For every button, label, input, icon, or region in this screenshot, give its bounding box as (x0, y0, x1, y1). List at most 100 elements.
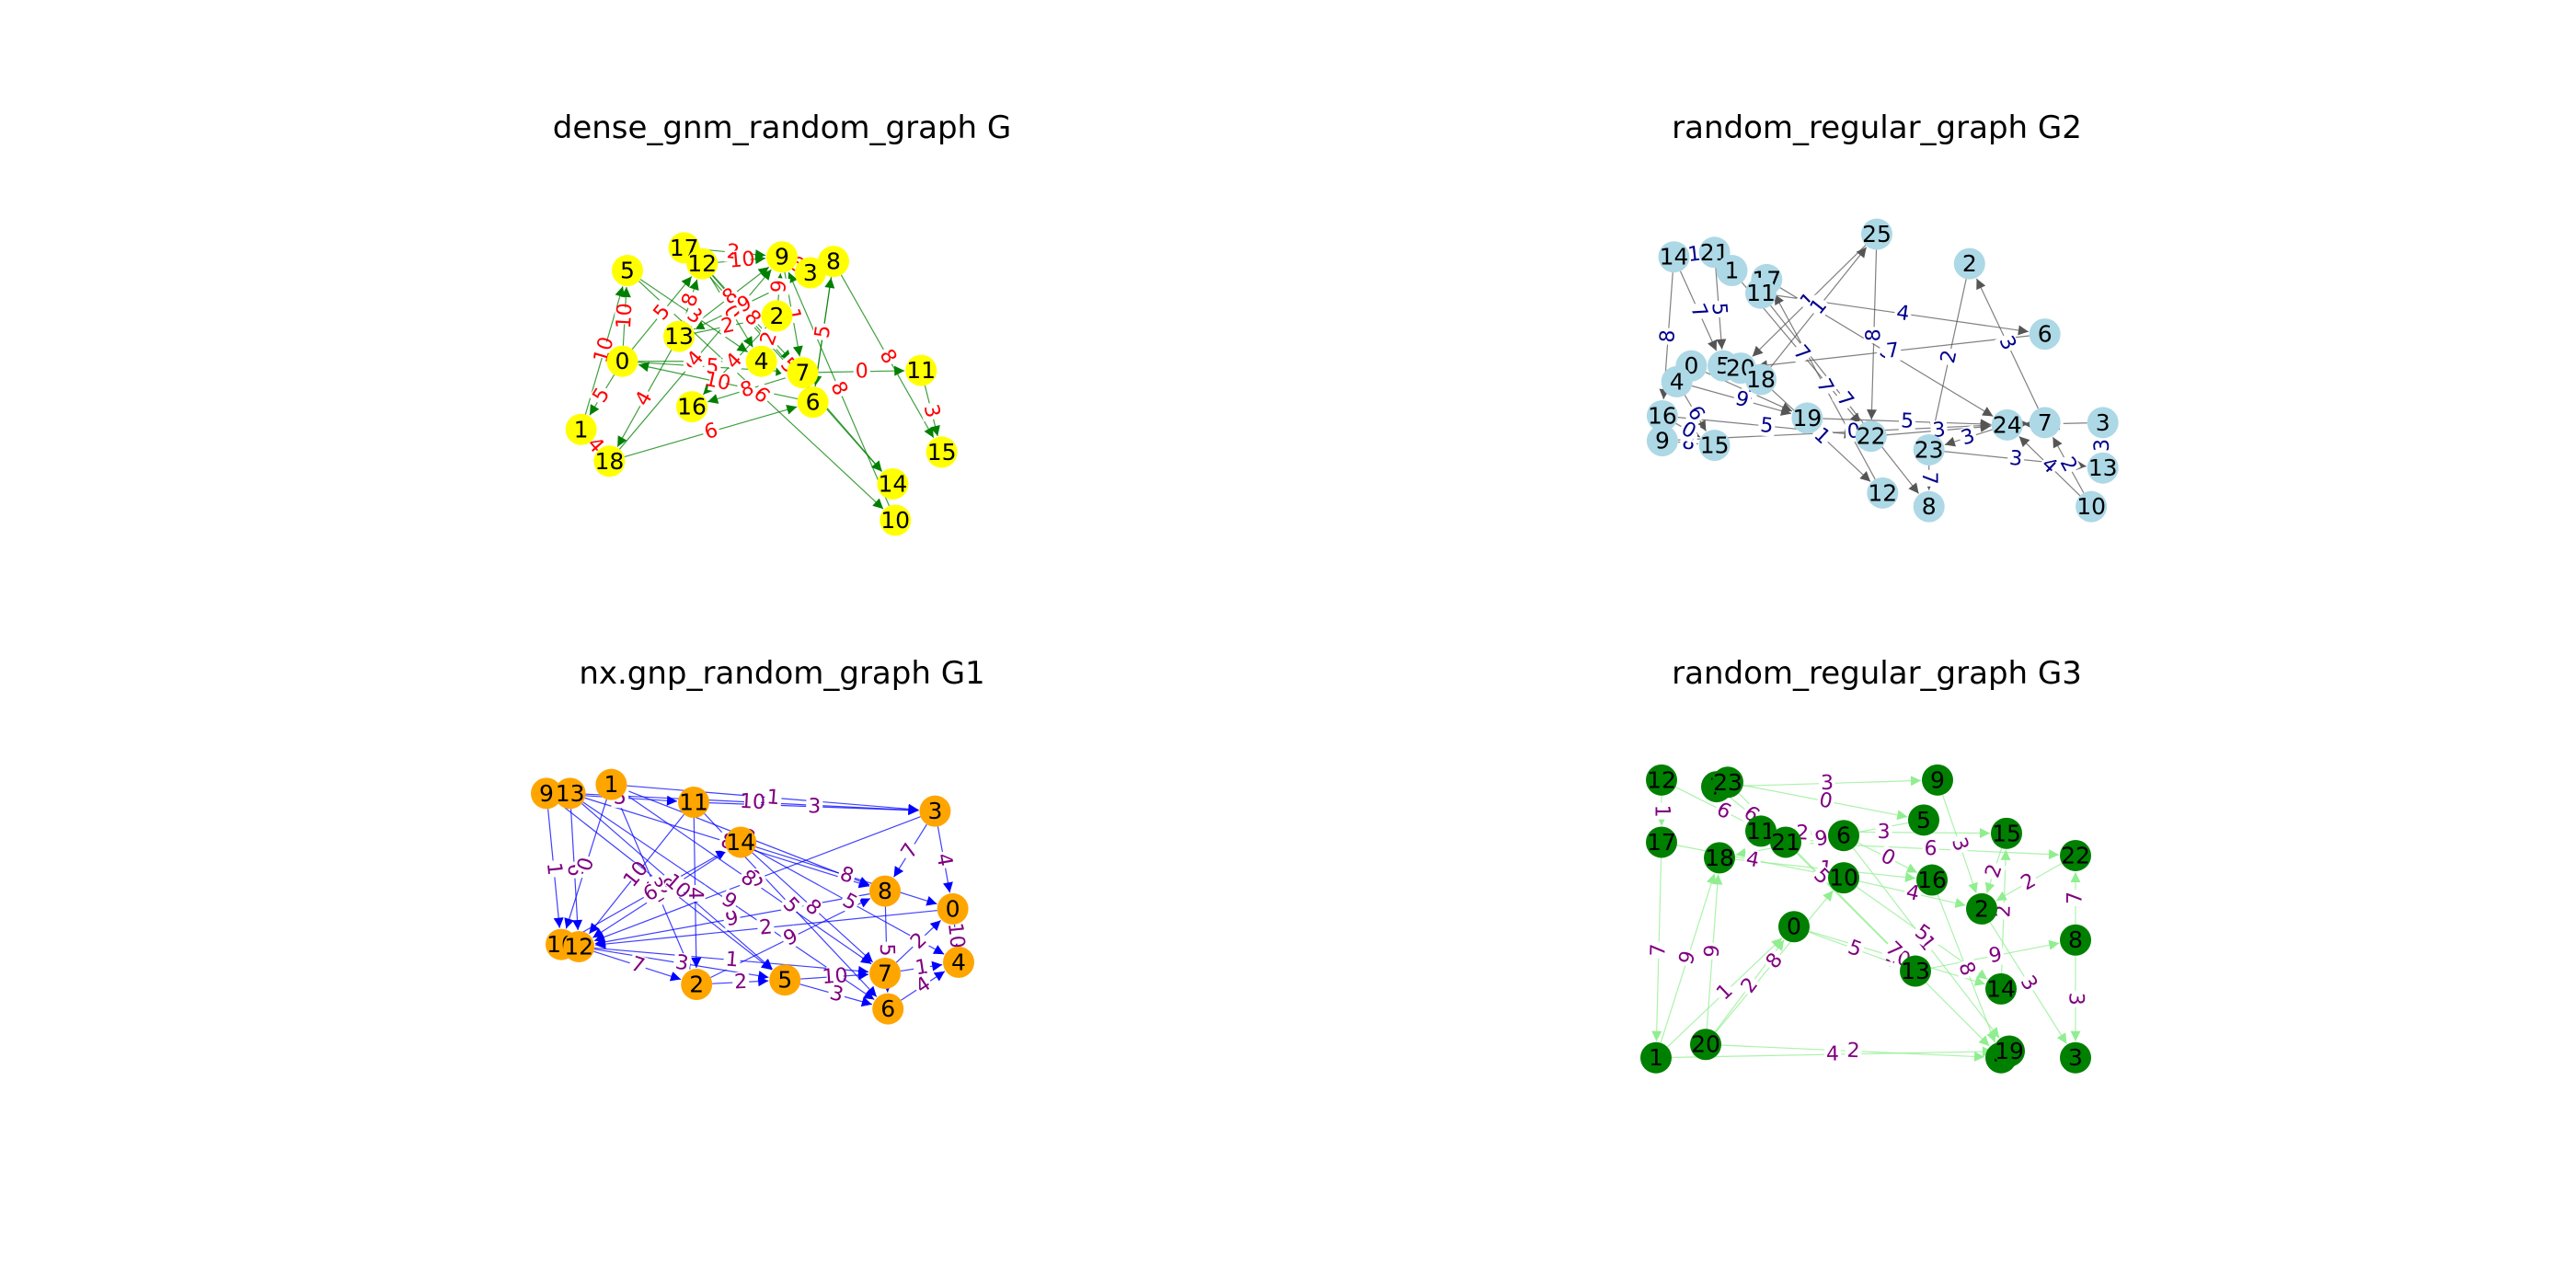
node (1908, 804, 1939, 836)
edge-label-background (638, 880, 663, 907)
node-label: 22 (2061, 842, 2090, 868)
node (1991, 817, 2022, 849)
node-label: 25 (1862, 221, 1892, 247)
edge-label: 8 (1656, 329, 1680, 344)
panel-title: nx.gnp_random_graph G1 (579, 655, 984, 692)
edge-label: 2 (758, 915, 773, 939)
edge-label: 4 (1826, 1042, 1839, 1065)
node (769, 964, 801, 996)
edge-label-background (768, 277, 790, 296)
edge-label: 7 (1917, 472, 1940, 485)
edge-label-background (911, 972, 937, 999)
edge-label-background (1676, 417, 1701, 443)
edge-label-background (581, 431, 609, 459)
node-label: 14 (878, 470, 907, 497)
edge-label-background (1815, 789, 1836, 813)
node (2060, 839, 2091, 871)
edge-label-background (764, 787, 783, 809)
edge-label-background (932, 849, 956, 870)
edge-label-background (799, 894, 826, 921)
edge-label-background (2065, 889, 2086, 906)
node (681, 969, 713, 1001)
node (1770, 826, 1801, 858)
node (766, 241, 798, 273)
node-label: 2 (1974, 895, 1989, 922)
node (1916, 864, 1948, 896)
node (2076, 490, 2108, 523)
node (1646, 826, 1677, 858)
edge-label-background (1909, 920, 1936, 947)
edge-label: 8 (837, 863, 857, 889)
edge-label: 5 (1901, 409, 1915, 432)
node-label: 20 (1691, 1031, 1720, 1058)
edge-label-background (944, 926, 967, 946)
edge-label-layer: 1013888160102392731210321410475849935510… (542, 786, 969, 1007)
edge-label: 8 (1862, 328, 1885, 342)
edge-label: 2 (1992, 904, 2015, 918)
node-label: 5 (777, 967, 792, 994)
edge-label: 3 (919, 402, 945, 420)
edge-label-background (811, 322, 834, 342)
node-label: 15 (927, 439, 957, 466)
node-label: 7 (795, 360, 810, 386)
node (2029, 407, 2061, 439)
node (1778, 911, 1810, 943)
edge-label-background (1938, 346, 1961, 367)
node (678, 787, 709, 819)
edge-label-background (682, 346, 709, 373)
node (869, 957, 901, 989)
edge-label: 5 (1707, 302, 1731, 316)
node-label: 0 (946, 895, 960, 922)
panel-g1: nx.gnp_random_graph G1 10138881601023927… (531, 655, 985, 1025)
edge-label-background (1731, 387, 1754, 412)
edge-label-background (1845, 1041, 1862, 1062)
edge-label-background (588, 383, 615, 408)
node (1861, 218, 1892, 250)
edge-label-background (837, 889, 862, 915)
node (1716, 255, 1748, 287)
edge-label: 7 (2064, 891, 2087, 904)
node-layer: 12723951517112161822101620813141204193 (1640, 764, 2091, 1074)
edge-label-background (1811, 827, 1832, 851)
panel-title: random_regular_graph G3 (1672, 655, 2082, 692)
edge-label-background (825, 982, 847, 1006)
node (2060, 1041, 2091, 1074)
edge-label-background (1922, 838, 1939, 860)
edge-label: 3 (827, 982, 845, 1007)
edge-label-background (1898, 410, 1916, 432)
edge-label-background (2007, 447, 2026, 470)
node (1913, 490, 1945, 523)
node-label: 16 (677, 394, 707, 420)
node (2029, 318, 2061, 351)
edge-label-background (672, 951, 692, 975)
node (1991, 408, 2023, 441)
node-label: 14 (1986, 975, 2016, 1002)
node-label: 21 (1771, 829, 1800, 856)
node (1953, 247, 1985, 280)
edge-label-background (716, 888, 742, 914)
node-label: 15 (1992, 820, 2021, 846)
node-label: 9 (1930, 766, 1945, 793)
node-label: 13 (2088, 454, 2118, 481)
node (1828, 862, 1859, 894)
edge-label-background (707, 370, 729, 394)
node-label: 7 (878, 960, 892, 986)
edge-label: 0 (856, 360, 868, 383)
edge-label-background (732, 249, 752, 271)
node-label: 2 (769, 303, 784, 329)
edge-label-background (722, 949, 742, 972)
edge-label-background (1953, 957, 1980, 981)
node-label: 3 (803, 259, 818, 286)
panel-title: random_regular_graph G2 (1672, 109, 2082, 146)
node-label: 11 (679, 789, 708, 816)
edge-label: 3 (2091, 439, 2114, 452)
node (1828, 820, 1859, 852)
node-label: 18 (594, 448, 624, 475)
edge-label-background (1711, 979, 1739, 1006)
edge-label: 7 (628, 952, 648, 978)
edge-label-background (1648, 941, 1670, 959)
edge-label-background (1823, 1043, 1842, 1065)
edge-label-layer: 1679912248303604510322378392614215597 (1647, 772, 2087, 1066)
node (686, 247, 719, 280)
node-label: 16 (1648, 402, 1677, 429)
